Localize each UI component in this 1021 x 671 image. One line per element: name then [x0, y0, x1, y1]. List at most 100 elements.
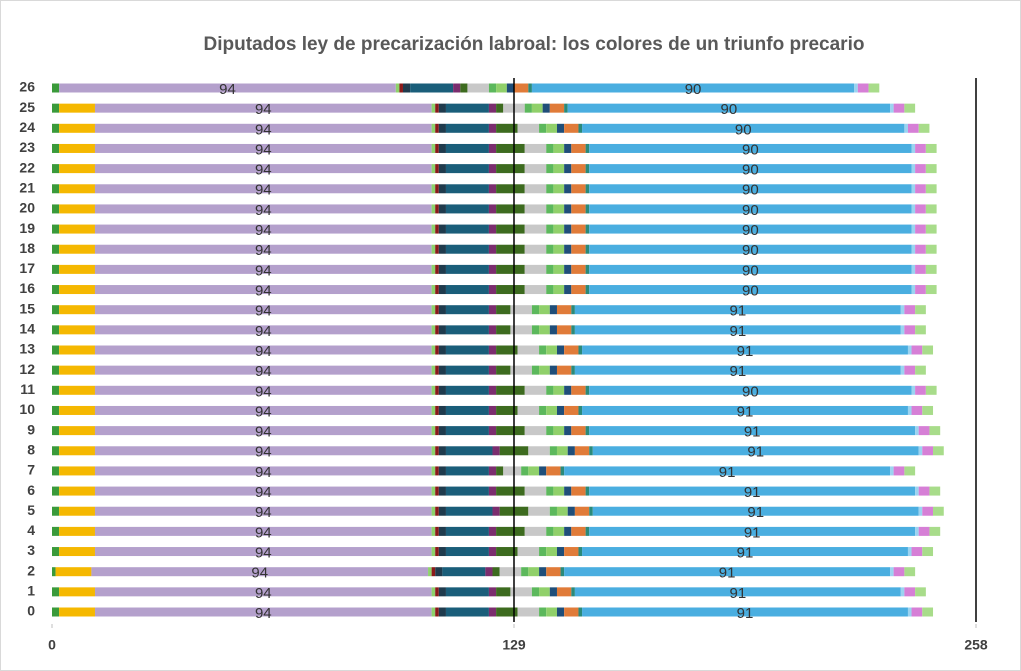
- bar-segment: [578, 607, 583, 617]
- value-label: 90: [742, 262, 759, 279]
- bar-segment: [496, 164, 525, 174]
- bar-segment: [52, 143, 60, 153]
- bar-segment: [52, 526, 60, 536]
- value-label: 94: [255, 242, 272, 259]
- bar-segment: [546, 567, 561, 577]
- bar-segment: [564, 224, 572, 234]
- value-label: 91: [729, 303, 746, 320]
- bar-segment: [52, 385, 60, 395]
- bar-segment: [496, 405, 518, 415]
- bar-segment: [929, 526, 941, 536]
- bar-segment: [546, 345, 557, 355]
- bar-segment: [549, 365, 557, 375]
- bar-segment: [510, 325, 532, 335]
- bar-segment: [435, 143, 439, 153]
- bar-segment: [435, 264, 439, 274]
- bar-segment: [503, 466, 522, 476]
- bar-segment: [592, 506, 919, 516]
- bar-segment: [488, 607, 497, 617]
- bar-segment: [918, 506, 923, 516]
- bar-segment: [435, 123, 439, 133]
- bar-segment: [915, 385, 926, 395]
- value-label: 91: [737, 343, 754, 360]
- bar-segment: [589, 164, 912, 174]
- bar-segment: [496, 244, 525, 254]
- bar-segment: [496, 365, 511, 375]
- bar-segment: [94, 123, 432, 133]
- value-label: 94: [255, 605, 272, 622]
- bar-segment: [59, 184, 95, 194]
- bar-segment: [531, 365, 540, 375]
- bar-segment: [571, 526, 586, 536]
- bar-segment: [59, 587, 95, 597]
- bar-segment: [564, 143, 572, 153]
- bar-segment: [445, 143, 489, 153]
- value-label: 91: [719, 464, 736, 481]
- bar-segment: [900, 325, 905, 335]
- bar-segment: [496, 607, 518, 617]
- bar-segment: [911, 285, 916, 295]
- bar-segment: [528, 446, 550, 456]
- bar-segment: [499, 567, 522, 577]
- y-tick-label: 25: [19, 99, 35, 115]
- bar-segment: [564, 547, 579, 557]
- bar-segment: [553, 224, 565, 234]
- bar-segment: [904, 325, 916, 335]
- bar-segment: [524, 426, 547, 436]
- value-label: 90: [735, 121, 752, 138]
- bar-segment: [438, 385, 446, 395]
- bar-segment: [431, 587, 436, 597]
- bar-segment: [488, 184, 497, 194]
- bar-segment: [496, 305, 511, 315]
- bar-segment: [567, 446, 575, 456]
- bar-segment: [59, 486, 95, 496]
- bar-segment: [496, 547, 518, 557]
- bar-segment: [893, 567, 905, 577]
- bar-segment: [438, 587, 446, 597]
- bar-segment: [911, 143, 916, 153]
- bar-segment: [445, 506, 493, 516]
- value-label: 94: [255, 504, 272, 521]
- bar-segment: [574, 325, 901, 335]
- bar-segment: [922, 446, 934, 456]
- bar-segment: [539, 607, 547, 617]
- bar-segment: [556, 446, 568, 456]
- value-label: 90: [742, 283, 759, 300]
- bar-segment: [911, 184, 916, 194]
- bar-segment: [435, 567, 443, 577]
- bar-segment: [438, 486, 446, 496]
- bar-segment: [524, 204, 547, 214]
- bar-segment: [438, 224, 446, 234]
- bar-segment: [560, 466, 565, 476]
- bar-segment: [431, 184, 436, 194]
- bar-segment: [94, 526, 432, 536]
- bar-segment: [890, 466, 894, 476]
- bar-segment: [531, 305, 540, 315]
- bar-segment: [467, 83, 489, 93]
- bar-segment: [553, 244, 565, 254]
- value-label: 94: [255, 141, 272, 158]
- bar-segment: [546, 607, 557, 617]
- bar-segment: [900, 587, 905, 597]
- bar-segment: [59, 547, 95, 557]
- bar-segment: [571, 224, 586, 234]
- bar-segment: [918, 526, 930, 536]
- bar-segment: [488, 244, 497, 254]
- bar-segment: [52, 587, 60, 597]
- bar-segment: [445, 305, 489, 315]
- bar-segment: [438, 345, 446, 355]
- bar-segment: [553, 264, 565, 274]
- bar-segment: [564, 526, 572, 536]
- bar-segment: [435, 345, 439, 355]
- bar-segment: [567, 103, 891, 113]
- bar-segment: [564, 103, 568, 113]
- bar-segment: [59, 264, 95, 274]
- bar-segment: [556, 547, 565, 557]
- bar-segment: [52, 264, 60, 274]
- bar-segment: [893, 466, 905, 476]
- bar-segment: [528, 506, 550, 516]
- bar-segment: [431, 224, 436, 234]
- bar-segment: [435, 405, 439, 415]
- bar-segment: [488, 345, 497, 355]
